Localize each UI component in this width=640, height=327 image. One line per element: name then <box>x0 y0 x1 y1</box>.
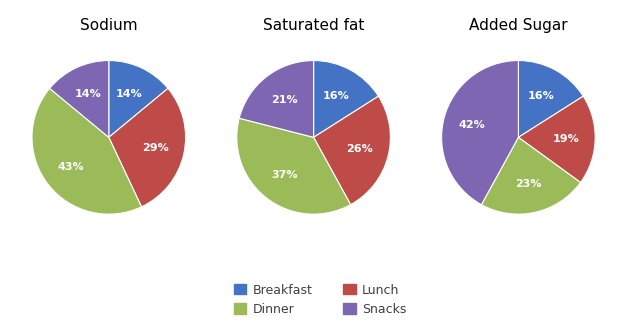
Text: 26%: 26% <box>346 144 373 154</box>
Wedge shape <box>481 137 580 214</box>
Title: Added Sugar: Added Sugar <box>469 18 568 33</box>
Text: 14%: 14% <box>116 89 143 99</box>
Title: Saturated fat: Saturated fat <box>263 18 364 33</box>
Text: 21%: 21% <box>271 95 298 105</box>
Legend: Breakfast, Dinner, Lunch, Snacks: Breakfast, Dinner, Lunch, Snacks <box>228 279 412 321</box>
Text: 14%: 14% <box>75 89 102 99</box>
Wedge shape <box>442 60 518 205</box>
Wedge shape <box>109 88 186 207</box>
Text: 42%: 42% <box>459 120 486 130</box>
Text: 19%: 19% <box>552 134 579 144</box>
Text: 16%: 16% <box>323 91 350 101</box>
Wedge shape <box>50 60 109 137</box>
Wedge shape <box>314 96 390 205</box>
Wedge shape <box>314 60 378 137</box>
Wedge shape <box>518 60 583 137</box>
Text: 37%: 37% <box>271 170 298 180</box>
Wedge shape <box>518 96 595 182</box>
Wedge shape <box>237 118 351 214</box>
Text: 43%: 43% <box>58 162 84 172</box>
Title: Sodium: Sodium <box>80 18 138 33</box>
Wedge shape <box>32 88 141 214</box>
Text: 29%: 29% <box>142 143 169 153</box>
Text: 16%: 16% <box>528 91 555 101</box>
Wedge shape <box>109 60 168 137</box>
Text: 23%: 23% <box>516 179 542 189</box>
Wedge shape <box>239 60 314 137</box>
